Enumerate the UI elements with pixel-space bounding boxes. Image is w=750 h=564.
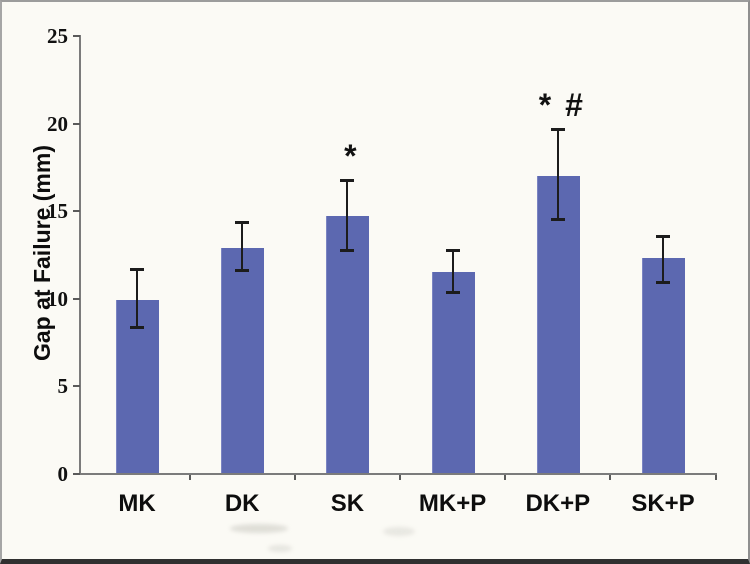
error-bar-cap-top [656,234,670,238]
y-axis-tick [73,210,80,212]
error-bar-cap-top [445,248,460,252]
category-label: SK+P [631,490,695,517]
x-axis-tick [188,475,191,480]
error-bar-cap-bottom [550,217,565,221]
error-bar-cap-bottom [235,268,250,272]
bar [221,247,265,473]
artifact-smudge [230,524,288,533]
x-axis-tick [609,475,612,480]
bar [536,176,580,473]
category-label: MK+P [418,490,487,517]
bar [326,216,370,473]
error-bar [241,221,244,271]
bar [642,258,685,473]
error-bar-cap-bottom [656,280,670,284]
error-bar-cap-top [235,220,250,224]
error-bar [346,179,349,252]
error-bar-cap-top [340,178,355,182]
bar [431,272,475,473]
category-label: SK [330,490,365,517]
error-bar [556,128,559,220]
y-tick-label: 5 [57,374,69,398]
error-bar-cap-bottom [130,326,144,330]
category-label: MK [118,490,156,517]
error-bar-cap-top [550,127,565,131]
y-axis-tick [73,472,80,475]
x-axis-line [79,473,717,475]
error-bar-cap-bottom [445,291,460,295]
error-bar-cap-top [130,267,144,271]
error-bar [136,268,138,329]
x-axis-tick [399,475,401,480]
x-axis-tick [714,475,717,480]
y-tick-label: 20 [47,111,68,136]
error-bar-cap-bottom [340,249,355,253]
x-axis-tick [504,475,507,480]
significance-annotation: * [344,137,357,174]
y-tick-label: 10 [47,286,68,311]
error-bar [662,235,664,283]
category-label: DK [224,490,260,517]
y-axis-tick [73,122,80,125]
significance-annotation: * # [538,86,583,123]
artifact-smudge [383,527,415,536]
y-tick-label: 0 [57,461,69,486]
y-tick-label: 15 [47,199,68,223]
y-axis-line [79,35,81,475]
y-axis-tick [73,385,80,387]
artifact-smudge [268,545,292,552]
x-axis-tick [293,475,296,480]
y-tick-label: 25 [47,24,68,48]
error-bar [451,249,454,294]
y-axis-tick [73,297,80,300]
category-label: DK+P [525,490,591,517]
y-axis-title: Gap at Failure (mm) [29,145,55,361]
y-axis-tick [73,35,80,37]
